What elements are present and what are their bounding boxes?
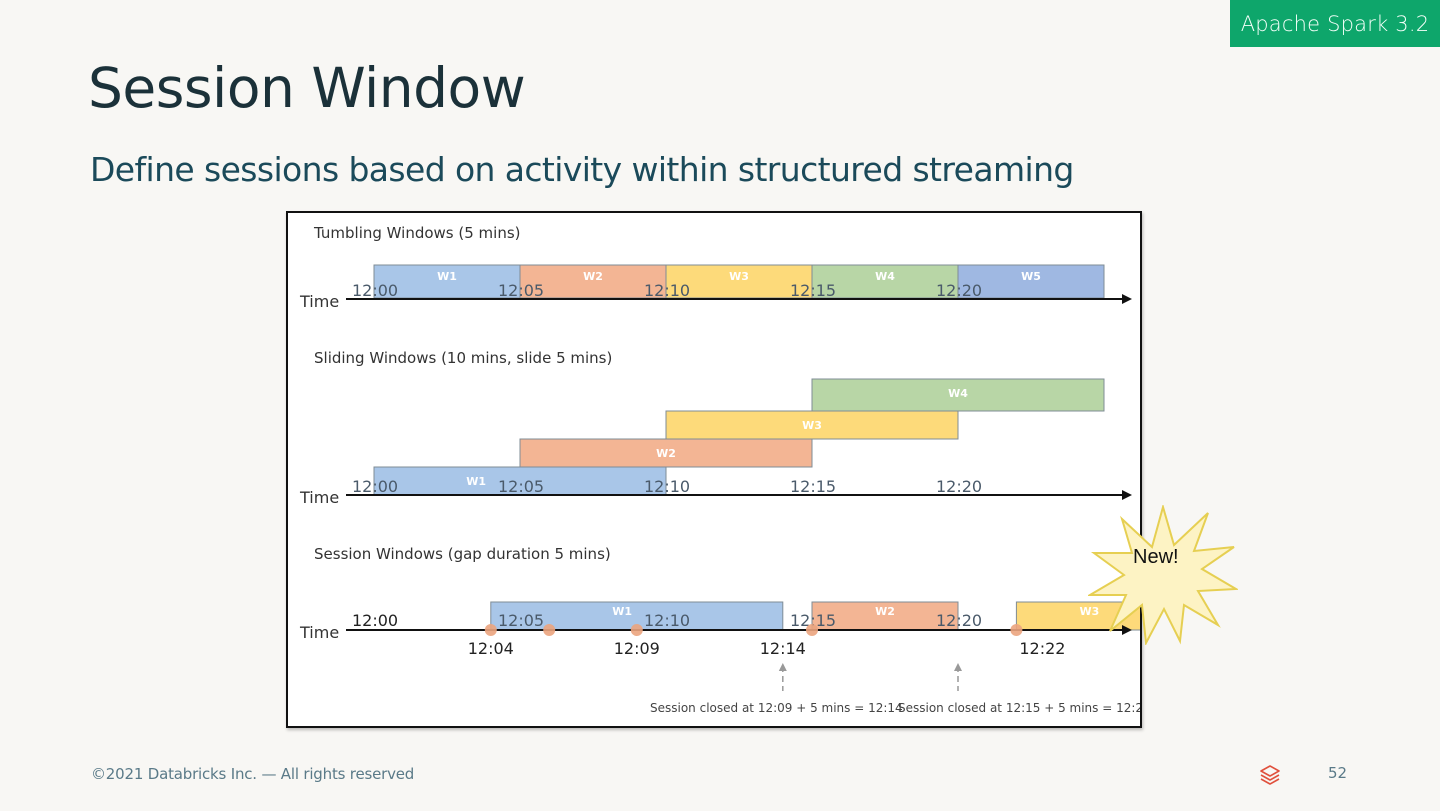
sliding-tick: 12:15	[790, 477, 836, 496]
session-window-label-w2: W2	[875, 605, 895, 618]
tumbling-window-label-w2: W2	[583, 270, 603, 283]
sliding-window-w2	[519, 438, 813, 468]
session-event-label: 12:09	[614, 639, 660, 658]
databricks-logo-icon	[1260, 765, 1280, 785]
new-callout-label: New!	[1133, 546, 1179, 568]
session-tick: 12:10	[644, 611, 690, 630]
sliding-window-w4	[811, 378, 1105, 412]
session-window-label-w1: W1	[612, 605, 632, 618]
session-heading: Session Windows (gap duration 5 mins)	[314, 545, 611, 563]
sliding-window-w1	[373, 466, 667, 496]
session-event-dot	[484, 624, 497, 636]
session-close-arrow-icon	[954, 663, 962, 671]
new-starburst-icon	[1088, 505, 1238, 645]
page-subtitle: Define sessions based on activity within…	[90, 150, 1074, 189]
sliding-axis-arrow-icon	[1122, 490, 1132, 500]
page-title: Session Window	[88, 56, 526, 120]
sliding-tick: 12:20	[936, 477, 982, 496]
session-event-dot	[1010, 624, 1023, 636]
tumbling-window-w3	[665, 264, 813, 299]
windowing-diagram: Tumbling Windows (5 mins) W1 W2 W3 W4 W5 Time 1…	[286, 211, 1142, 728]
session-event-dot	[806, 624, 818, 636]
sliding-axis-label: Time	[299, 488, 339, 507]
session-event-label: 12:04	[468, 639, 514, 658]
page-number: 52	[1328, 764, 1348, 782]
session-tick: 12:05	[498, 611, 544, 630]
sliding-heading: Sliding Windows (10 mins, slide 5 mins)	[314, 349, 612, 367]
tumbling-window-label-w4: W4	[875, 270, 895, 283]
tumbling-axis-label: Time	[299, 292, 339, 311]
sliding-tick: 12:05	[498, 477, 544, 496]
session-tick: 12:15	[790, 611, 836, 630]
tumbling-window-w1	[373, 264, 521, 299]
tumbling-window-label-w1: W1	[437, 270, 457, 283]
sliding-window-w3	[665, 410, 959, 440]
sliding-tick: 12:10	[644, 477, 690, 496]
tumbling-tick: 12:10	[644, 281, 690, 300]
copyright-footer: ©2021 Databricks Inc. — All rights reser…	[91, 765, 415, 783]
tumbling-tick: 12:05	[498, 281, 544, 300]
session-window-w2	[811, 601, 959, 631]
tumbling-heading: Tumbling Windows (5 mins)	[313, 224, 521, 242]
tumbling-tick: 12:20	[936, 281, 982, 300]
sliding-window-label-w1: W1	[466, 475, 486, 488]
session-axis-arrow-icon	[1122, 625, 1132, 635]
sliding-window-label-w3: W3	[802, 419, 822, 432]
session-close-note: Session closed at 12:15 + 5 mins = 12:20	[898, 701, 1140, 715]
session-event-label: 12:22	[1019, 639, 1065, 658]
sliding-window-label-w2: W2	[656, 447, 676, 460]
session-axis-label: Time	[299, 623, 339, 642]
session-tick: 12:20	[936, 611, 982, 630]
session-event-dot	[543, 624, 556, 636]
session-window-label-w3: W3	[1080, 605, 1100, 618]
version-badge: Apache Spark 3.2	[1230, 0, 1440, 47]
session-tick: 12:00	[352, 611, 398, 630]
tumbling-window-w2	[519, 264, 667, 299]
session-event-label: 12:14	[760, 639, 806, 658]
tumbling-axis-arrow-icon	[1122, 294, 1132, 304]
tumbling-tick: 12:15	[790, 281, 836, 300]
tumbling-window-label-w5: W5	[1021, 270, 1041, 283]
session-event-dot	[630, 624, 643, 636]
tumbling-window-label-w3: W3	[729, 270, 749, 283]
session-close-note: Session closed at 12:09 + 5 mins = 12:14	[650, 701, 903, 715]
session-close-arrow-icon	[778, 663, 787, 671]
sliding-tick: 12:00	[352, 477, 398, 496]
windowing-diagram-canvas: Tumbling Windows (5 mins) W1 W2 W3 W4 W5 Time 1…	[299, 224, 1140, 715]
tumbling-tick: 12:00	[352, 281, 398, 300]
sliding-window-label-w4: W4	[948, 387, 968, 400]
